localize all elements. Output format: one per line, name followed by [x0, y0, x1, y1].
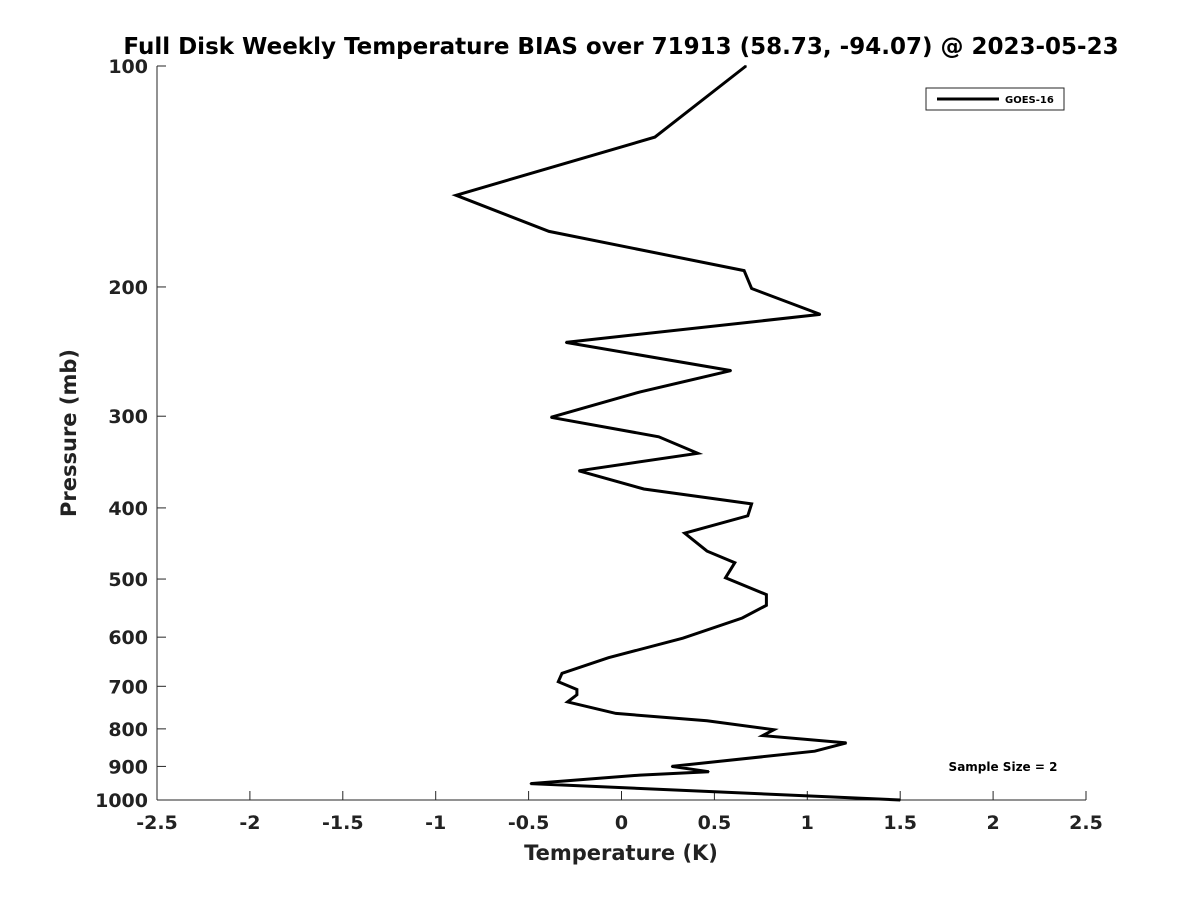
data-point	[845, 742, 848, 744]
data-point	[557, 680, 560, 683]
data-point	[642, 488, 645, 490]
x-tick-label: -1.5	[322, 812, 364, 834]
x-tick-label: 1.5	[883, 812, 917, 834]
series-group	[451, 64, 901, 802]
y-axis-label: Pressure (mb)	[57, 349, 81, 517]
data-point	[724, 576, 727, 579]
data-point	[566, 701, 569, 703]
legend-label-goes-16: GOES-16	[1005, 95, 1054, 106]
x-tick-label: 0.5	[698, 812, 732, 834]
data-point	[708, 770, 710, 773]
y-tick-label: 500	[108, 569, 148, 591]
data-point	[734, 561, 736, 564]
x-axis-label: Temperature (K)	[524, 841, 718, 865]
data-point	[455, 194, 457, 197]
data-point	[765, 593, 768, 596]
sample-size-annotation: Sample Size = 2	[949, 760, 1058, 774]
x-axis-ticks: -2.5 -2 -1.5 -1 -0.5 0 0.5 1 1.5 2 2.5	[136, 791, 1103, 834]
data-point	[761, 734, 764, 737]
x-tick-label: 2.5	[1069, 812, 1103, 834]
data-point	[670, 765, 673, 768]
y-axis-ticks: 100 200 300 400 500 600 700 800 900 1000	[95, 56, 166, 812]
data-point	[683, 532, 686, 534]
y-tick-label: 300	[108, 406, 148, 428]
data-point	[607, 656, 610, 659]
y-tick-label: 700	[108, 676, 148, 698]
data-point	[750, 503, 753, 505]
data-point	[743, 269, 745, 272]
data-point	[561, 672, 563, 675]
legend: GOES-16	[925, 87, 1065, 111]
data-point	[773, 728, 775, 731]
y-tick-label: 900	[108, 756, 148, 778]
data-point	[750, 287, 753, 290]
data-point	[813, 750, 816, 752]
x-tick-label: -2.5	[136, 812, 178, 834]
data-point	[706, 719, 708, 722]
x-tick-label: -1	[425, 812, 446, 834]
data-point	[696, 452, 699, 455]
data-point	[576, 688, 578, 691]
data-point	[529, 782, 532, 785]
x-tick-label: -0.5	[508, 812, 550, 834]
data-point	[576, 694, 578, 696]
y-tick-label: 100	[108, 56, 148, 78]
data-point	[682, 637, 684, 640]
data-point	[550, 416, 552, 419]
data-point	[747, 514, 749, 517]
data-point	[577, 469, 580, 472]
plot-area: -2.5 -2 -1.5 -1 -0.5 0 0.5 1 1.5 2 2.5 100 200 300 40…	[95, 56, 1103, 834]
data-point	[745, 65, 747, 67]
x-tick-label: 0	[615, 812, 628, 834]
data-point	[639, 391, 641, 393]
y-tick-label: 600	[108, 627, 148, 649]
x-tick-label: -2	[239, 812, 260, 834]
data-point	[819, 313, 822, 316]
y-tick-label: 200	[108, 277, 148, 299]
data-point	[615, 712, 617, 715]
data-point	[741, 617, 744, 619]
data-point	[730, 369, 732, 372]
chart-title: Full Disk Weekly Temperature BIAS over 7…	[123, 34, 1118, 60]
data-point	[564, 341, 567, 344]
data-point	[639, 774, 641, 776]
data-point	[706, 550, 708, 552]
x-tick-label: 2	[986, 812, 999, 834]
y-tick-label: 400	[108, 498, 148, 520]
data-point	[654, 136, 656, 138]
data-point	[765, 604, 768, 607]
x-tick-label: 1	[801, 812, 814, 834]
data-point	[657, 435, 660, 438]
series-line-goes-16	[451, 64, 901, 802]
data-point	[899, 799, 901, 801]
data-point	[548, 230, 550, 233]
y-tick-label: 800	[108, 719, 148, 741]
y-tick-label: 1000	[95, 790, 148, 812]
